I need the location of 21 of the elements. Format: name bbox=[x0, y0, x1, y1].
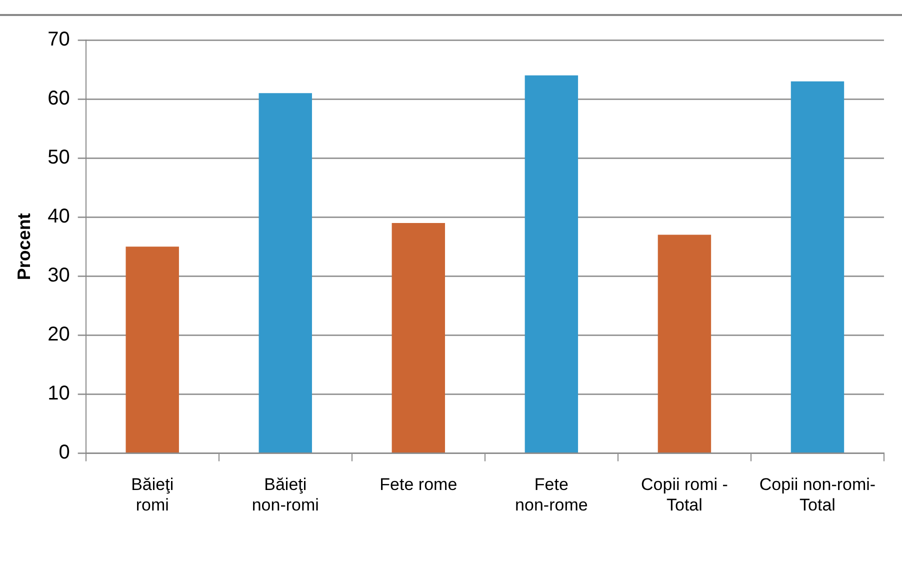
x-tick-label: Băieţi romi bbox=[131, 475, 174, 514]
bar bbox=[126, 246, 179, 452]
bar bbox=[258, 93, 312, 452]
x-tick-label: Copii non-romi- Total bbox=[759, 475, 876, 514]
bar bbox=[392, 222, 446, 452]
x-tick-label: Băieţi non-romi bbox=[252, 475, 319, 514]
y-tick-label: 30 bbox=[48, 264, 70, 287]
bar bbox=[658, 234, 712, 452]
y-tick-label: 50 bbox=[48, 146, 70, 169]
y-tick-label: 20 bbox=[48, 324, 70, 346]
y-axis-title: Procent bbox=[14, 213, 34, 280]
y-tick-label: 40 bbox=[48, 206, 70, 228]
x-tick-label: Fete non-rome bbox=[515, 475, 588, 514]
x-tick-label: Fete rome bbox=[380, 475, 458, 494]
y-tick-label: 60 bbox=[48, 88, 70, 110]
bar bbox=[524, 75, 578, 452]
y-tick-label: 0 bbox=[58, 442, 70, 464]
bar bbox=[790, 81, 844, 452]
x-tick-label: Copii romi - Total bbox=[641, 475, 728, 514]
y-tick-label: 10 bbox=[48, 382, 70, 405]
y-tick-label: 70 bbox=[48, 28, 70, 51]
